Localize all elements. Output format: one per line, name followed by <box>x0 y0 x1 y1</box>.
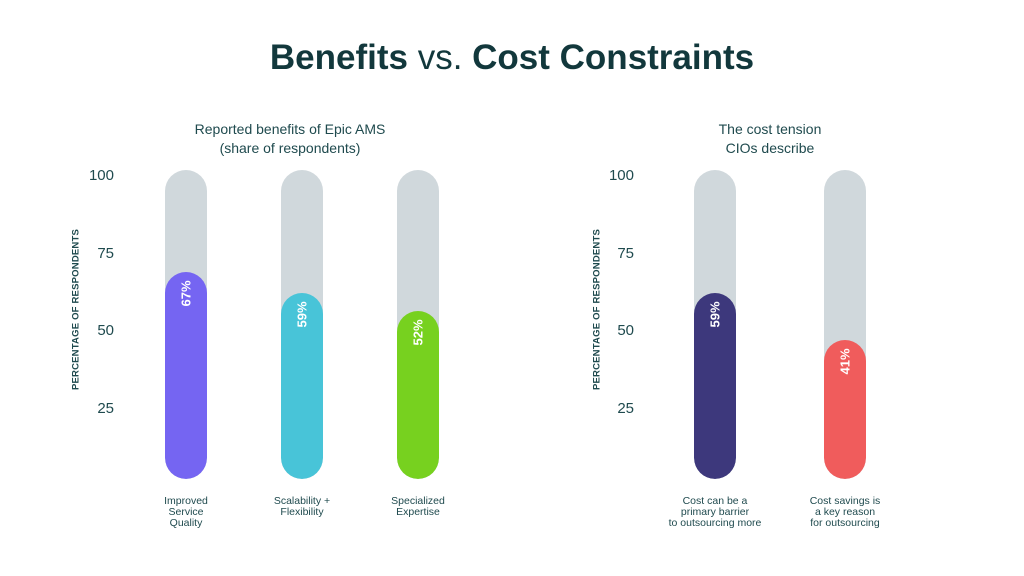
category-line: Scalability + <box>273 495 331 507</box>
chart-subtitle: Reported benefits of Epic AMS (share of r… <box>190 120 390 158</box>
value-text: 41% <box>837 348 853 375</box>
bar-fill <box>824 339 866 479</box>
subtitle-line: The cost tension <box>718 121 822 137</box>
y-tick-label: 75 <box>97 245 114 262</box>
category-line: a key reason <box>814 506 876 518</box>
subtitle-line: CIOs describe <box>725 140 815 156</box>
y-tick-label: 50 <box>617 322 634 339</box>
bar-track: 59% <box>694 170 736 479</box>
bar-track: 41% <box>824 170 866 479</box>
bar-fill <box>397 311 439 479</box>
subtitle-line: (share of respondents) <box>219 140 361 156</box>
value-text: 59% <box>294 301 310 328</box>
y-axis-label: PERCENTAGE OF RESPONDENTS <box>70 228 82 391</box>
bar-track: 59% <box>281 170 323 479</box>
bar-fill <box>694 292 736 479</box>
y-tick-label: 25 <box>617 400 634 417</box>
y-tick-label: 50 <box>97 322 114 339</box>
category-line: Expertise <box>396 506 440 518</box>
value-text: 52% <box>410 319 426 346</box>
bar-value-label: 59% <box>694 301 736 327</box>
category-label: Cost savings is a key reason for outsourci… <box>780 496 910 529</box>
category-label: Improved Service Quality <box>121 496 251 529</box>
category-line: to outsourcing more <box>668 517 762 529</box>
category-line: Flexibility <box>280 506 324 518</box>
category-label: Cost can be a primary barrier to outsourci… <box>650 496 780 529</box>
category-line: Improved <box>164 495 208 507</box>
bar-fill <box>165 272 207 479</box>
y-tick-label: 100 <box>88 167 114 184</box>
page-title: Benefits vs. Cost Constraints <box>269 38 755 77</box>
bar-value-label: 59% <box>281 301 323 327</box>
category-line: Quality <box>169 517 203 529</box>
bar-value-label: 52% <box>397 319 439 345</box>
category-line: Cost can be a <box>682 495 748 507</box>
category-label: Scalability + Flexibility <box>237 496 367 518</box>
bar-value-label: 67% <box>165 280 207 306</box>
value-text: 67% <box>178 280 194 307</box>
subtitle-line: Reported benefits of Epic AMS <box>194 121 386 137</box>
category-line: Specialized <box>391 495 445 507</box>
y-tick-label: 75 <box>617 245 634 262</box>
category-line: for outsourcing <box>810 517 880 529</box>
y-tick-label: 25 <box>97 400 114 417</box>
chart-subtitle: The cost tension CIOs describe <box>670 120 870 158</box>
category-label: Specialized Expertise <box>353 496 483 518</box>
bar-track: 67% <box>165 170 207 479</box>
category-line: Cost savings is <box>809 495 881 507</box>
category-line: primary barrier <box>680 506 750 518</box>
value-text: 59% <box>707 301 723 328</box>
bar-value-label: 41% <box>824 348 866 374</box>
category-line: Service <box>168 506 204 518</box>
bar-track: 52% <box>397 170 439 479</box>
y-tick-label: 100 <box>608 167 634 184</box>
bar-fill <box>281 292 323 479</box>
y-axis-label: PERCENTAGE OF RESPONDENTS <box>591 228 603 391</box>
